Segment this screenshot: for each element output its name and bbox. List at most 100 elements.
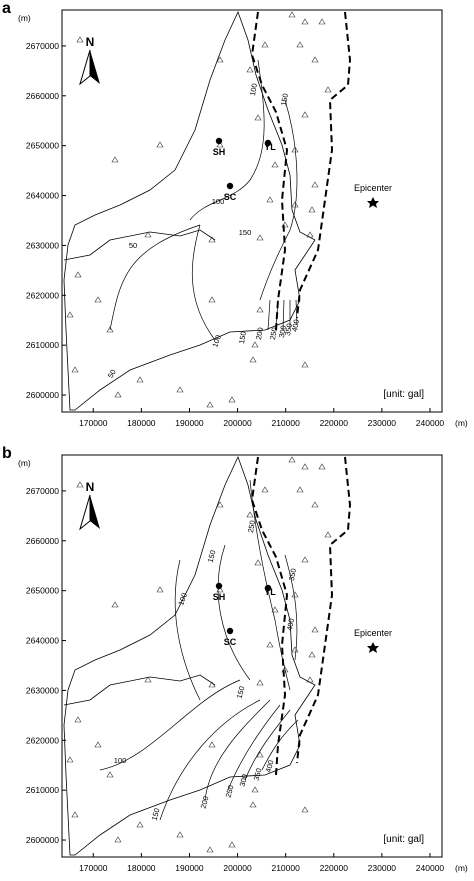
station xyxy=(216,501,224,508)
x-tick-label: 240000 xyxy=(416,418,445,428)
x-tick-label: 180000 xyxy=(127,863,156,873)
basin-outline xyxy=(63,455,316,856)
contour xyxy=(267,299,271,331)
y-tick-label: 2600000 xyxy=(26,390,59,400)
place-label: SH xyxy=(213,147,226,157)
contour-label: 300 xyxy=(277,325,288,339)
station xyxy=(156,141,164,148)
north-arrow xyxy=(90,495,100,529)
station xyxy=(66,311,74,318)
map-frame xyxy=(61,9,443,413)
contour-label: 150 xyxy=(237,331,248,345)
epicenter-label: Epicenter xyxy=(354,628,392,638)
basin-outline xyxy=(63,10,316,411)
contour-label: 100 xyxy=(210,334,223,349)
x-tick-label: 170000 xyxy=(79,418,108,428)
x-tick-label: 240000 xyxy=(416,863,445,873)
station xyxy=(281,666,289,673)
station xyxy=(306,676,314,683)
y-tick-label: 2610000 xyxy=(26,340,59,350)
y-tick-label: 2670000 xyxy=(26,486,59,496)
station xyxy=(296,41,304,48)
y-tick-label: 2610000 xyxy=(26,785,59,795)
contour-label: 200 xyxy=(254,327,265,341)
north-arrow xyxy=(79,494,91,531)
station xyxy=(301,556,309,563)
station xyxy=(208,296,216,303)
station xyxy=(301,18,309,25)
station xyxy=(291,591,299,598)
contour xyxy=(244,709,291,781)
station xyxy=(254,114,262,121)
contour xyxy=(259,99,298,301)
x-tick-label: 230000 xyxy=(368,863,397,873)
place-label: YL xyxy=(264,142,276,152)
place-label: SH xyxy=(213,592,226,602)
contour-label: 100 xyxy=(212,197,225,206)
station xyxy=(318,463,326,470)
y-tick-label: 2660000 xyxy=(26,91,59,101)
station xyxy=(311,501,319,508)
station xyxy=(228,841,236,848)
unit-label: [unit: gal] xyxy=(383,389,424,400)
station xyxy=(291,146,299,153)
contour-label: 250 xyxy=(268,327,279,341)
x-tick-label: 220000 xyxy=(320,863,349,873)
station xyxy=(311,181,319,188)
station xyxy=(301,463,309,470)
contour-label: 100 xyxy=(176,592,189,607)
contour-label: 250 xyxy=(224,784,236,798)
station xyxy=(271,606,279,613)
contour-label: 150 xyxy=(279,93,290,107)
contour-label: 350 xyxy=(252,767,264,781)
y-tick-label: 2630000 xyxy=(26,685,59,695)
panel-label: b xyxy=(2,445,12,462)
map-panel: b 170000 180000 190000 200000 210000 220000 230… xyxy=(2,445,468,873)
contour-label: 250 xyxy=(246,520,257,534)
station xyxy=(176,831,184,838)
station xyxy=(301,111,309,118)
station xyxy=(261,41,269,48)
boundary xyxy=(63,229,216,261)
x-tick-label: 210000 xyxy=(271,863,300,873)
station xyxy=(251,341,259,348)
fault-line xyxy=(250,456,289,776)
station xyxy=(296,486,304,493)
fault-line xyxy=(296,456,352,764)
contour-label: 100 xyxy=(248,83,259,97)
contour-label: 150 xyxy=(206,549,218,563)
station xyxy=(249,801,257,808)
north-label: N xyxy=(86,480,95,494)
contour xyxy=(284,554,298,661)
station xyxy=(71,811,79,818)
x-tick-label: 200000 xyxy=(223,863,252,873)
station xyxy=(324,531,332,538)
station xyxy=(246,511,254,518)
contour xyxy=(191,224,216,341)
contour-label: 400 xyxy=(285,618,296,632)
contour-label: 150 xyxy=(235,685,247,699)
station xyxy=(111,156,119,163)
station xyxy=(76,481,84,488)
contour xyxy=(174,559,201,701)
map-panel: a 170000 180000 190000 200000 210000 220000 230… xyxy=(2,0,468,428)
contour-label: 50 xyxy=(129,241,137,250)
contour-label: 100 xyxy=(114,756,127,765)
station xyxy=(291,201,299,208)
map-frame xyxy=(61,454,443,858)
contour xyxy=(159,699,261,821)
station xyxy=(281,221,289,228)
contour xyxy=(189,59,265,221)
x-tick-label: 210000 xyxy=(271,418,300,428)
y-tick-label: 2620000 xyxy=(26,735,59,745)
y-tick-label: 2640000 xyxy=(26,191,59,201)
station xyxy=(206,846,214,853)
station xyxy=(311,56,319,63)
y-unit: (m) xyxy=(18,458,31,468)
y-tick-label: 2630000 xyxy=(26,240,59,250)
station xyxy=(74,271,82,278)
station xyxy=(94,296,102,303)
station xyxy=(228,396,236,403)
